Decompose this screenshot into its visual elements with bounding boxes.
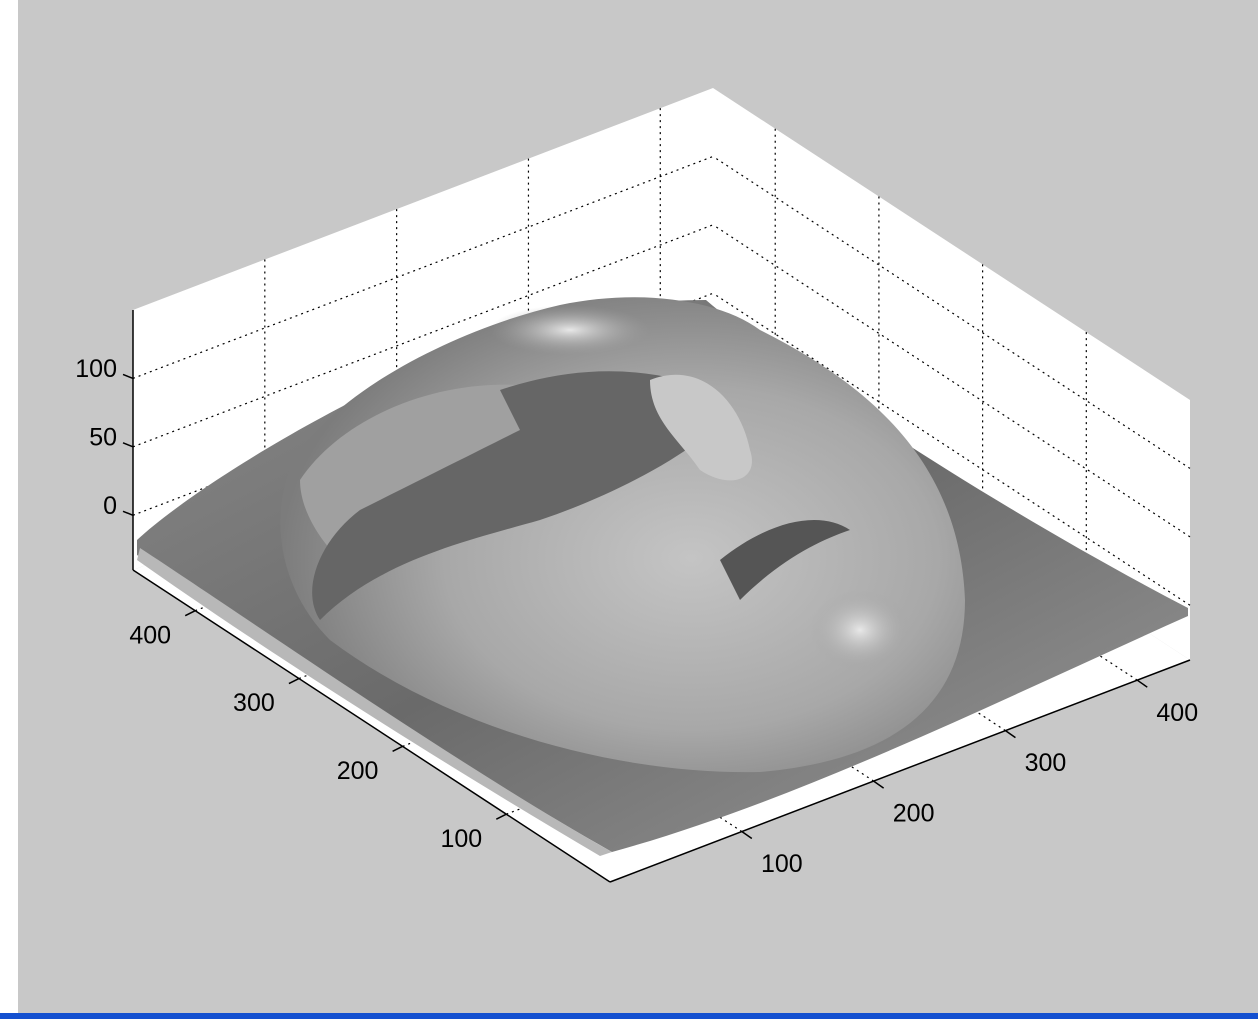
z-tick xyxy=(122,373,134,380)
y-tick-label: 400 xyxy=(129,621,171,649)
nose xyxy=(650,374,752,481)
z-tick-label: 100 xyxy=(75,355,117,383)
x-tick xyxy=(1005,730,1016,739)
mouth xyxy=(720,520,850,600)
taskbar-edge xyxy=(0,1013,1258,1019)
window-border xyxy=(0,0,18,1019)
grid-line xyxy=(712,155,1191,469)
grid-line xyxy=(712,224,1191,538)
y-tick xyxy=(495,813,507,820)
y-tick xyxy=(184,610,196,617)
x-tick xyxy=(1136,679,1148,688)
x-tick-label: 300 xyxy=(1025,749,1067,777)
x-tick-label: 100 xyxy=(761,850,803,878)
z-tick-label: 0 xyxy=(103,492,117,520)
right-wall xyxy=(713,88,1190,660)
y-tick xyxy=(392,745,403,753)
x-axis xyxy=(609,659,1191,883)
surface xyxy=(137,297,1188,856)
y-tick xyxy=(288,677,300,685)
z-tick xyxy=(122,442,134,448)
z-tick xyxy=(122,510,134,516)
grid-line xyxy=(132,224,714,448)
y-tick-label: 200 xyxy=(337,757,379,785)
forehead xyxy=(490,305,650,355)
y-tick-label: 300 xyxy=(233,689,275,717)
y-axis xyxy=(132,569,611,883)
x-tick-label: 200 xyxy=(893,800,935,828)
eye-shadow xyxy=(312,371,700,620)
axes-front: 100 200 300 400 100 200 300 400 0 50 100 xyxy=(75,310,1198,883)
x-tick xyxy=(873,780,885,789)
grid-line xyxy=(712,292,1191,606)
grid-line xyxy=(132,155,714,379)
z-tick-label: 50 xyxy=(89,423,117,451)
x-tick xyxy=(741,830,753,840)
y-tick-label: 100 xyxy=(440,825,482,853)
x-tick-label: 400 xyxy=(1156,699,1198,727)
chin xyxy=(810,590,910,670)
surface-rim xyxy=(137,548,612,856)
